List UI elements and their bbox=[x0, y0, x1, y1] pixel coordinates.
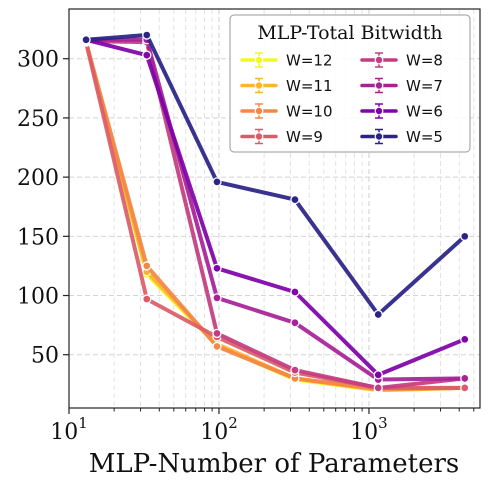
series-w-7 bbox=[81, 35, 470, 385]
legend-marker bbox=[374, 55, 384, 65]
legend-item: W=6 bbox=[360, 103, 443, 121]
plot-frame bbox=[68, 8, 481, 409]
legend-item: W=9 bbox=[240, 128, 323, 146]
series-line-w-5 bbox=[84, 33, 467, 317]
x-tick-label: 103 bbox=[350, 414, 388, 445]
y-tick-label: 250 bbox=[17, 107, 59, 132]
data-point-w-5 bbox=[142, 30, 152, 40]
series-line-w-7 bbox=[84, 37, 467, 382]
legend-marker bbox=[374, 81, 384, 90]
y-tick-label: 200 bbox=[17, 166, 59, 191]
x-axis-label: MLP-Number of Parameters bbox=[89, 449, 460, 479]
data-point-w-5 bbox=[460, 231, 470, 241]
series-line-w-8 bbox=[84, 39, 467, 390]
y-tick-label: 300 bbox=[17, 48, 59, 73]
data-point-w-9 bbox=[460, 383, 470, 393]
y-tick-label: 150 bbox=[17, 225, 59, 250]
legend-label: W=8 bbox=[406, 52, 443, 70]
data-point-w-5 bbox=[290, 194, 300, 205]
data-point-w-6 bbox=[290, 287, 300, 297]
legend-marker bbox=[374, 106, 384, 116]
legend-item: W=11 bbox=[240, 77, 333, 95]
legend-marker bbox=[254, 55, 264, 65]
series-line-w-6 bbox=[84, 37, 467, 377]
legend-label: W=6 bbox=[406, 103, 443, 121]
legend-marker bbox=[254, 132, 264, 141]
data-point-w-9 bbox=[142, 294, 152, 304]
x-tick-label: 102 bbox=[200, 414, 238, 445]
data-point-w-8 bbox=[290, 365, 300, 375]
x-tick-label: 101 bbox=[50, 414, 88, 445]
axis-ticks: 50 100 150 200 250 300 101 102 103 bbox=[17, 48, 475, 445]
legend-title: MLP-Total Bitwidth bbox=[257, 22, 442, 44]
data-point-w-5 bbox=[373, 309, 383, 320]
data-point-w-5 bbox=[81, 35, 91, 45]
legend-label: W=10 bbox=[286, 103, 333, 121]
data-point-w-10 bbox=[142, 261, 152, 271]
data-point-w-8 bbox=[373, 383, 383, 393]
data-point-w-10 bbox=[212, 341, 222, 352]
data-point-w-6 bbox=[460, 334, 470, 344]
legend: MLP-Total Bitwidth W=12 W=11 W=10 W=9 W=8 W=7 W… bbox=[229, 14, 471, 153]
legend-box bbox=[229, 14, 471, 153]
data-point-w-8 bbox=[212, 328, 222, 339]
data-point-w-7 bbox=[290, 318, 300, 328]
data-point-w-7 bbox=[212, 293, 222, 303]
legend-item: W=7 bbox=[360, 77, 443, 95]
data-point-w-6 bbox=[373, 370, 383, 380]
legend-item: W=8 bbox=[360, 52, 443, 70]
legend-item: W=10 bbox=[240, 103, 333, 121]
legend-marker bbox=[374, 132, 384, 141]
legend-label: W=5 bbox=[406, 128, 443, 146]
legend-label: W=11 bbox=[286, 77, 333, 95]
legend-label: W=9 bbox=[286, 128, 323, 146]
y-tick-label: 100 bbox=[17, 285, 59, 310]
y-tick-label: 50 bbox=[31, 344, 59, 369]
legend-label: W=7 bbox=[406, 77, 443, 95]
series-layer bbox=[81, 30, 470, 395]
legend-item: W=5 bbox=[360, 128, 443, 146]
data-point-w-6 bbox=[142, 50, 152, 60]
data-point-w-5 bbox=[212, 177, 222, 187]
legend-label: W=12 bbox=[286, 52, 333, 70]
data-point-w-7 bbox=[460, 373, 470, 384]
legend-marker bbox=[254, 81, 264, 90]
data-point-w-6 bbox=[212, 263, 222, 273]
legend-marker bbox=[254, 106, 264, 116]
legend-item: W=12 bbox=[240, 52, 333, 70]
series-w-5 bbox=[81, 30, 470, 320]
